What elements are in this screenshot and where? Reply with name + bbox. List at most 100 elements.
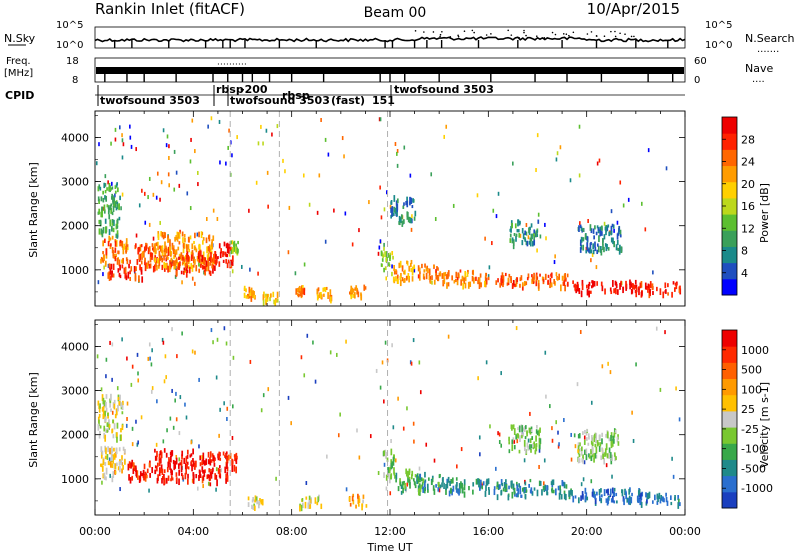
heatmap-speck: [543, 458, 546, 463]
heatmap-cell: [180, 459, 183, 467]
heatmap-cell: [519, 435, 521, 443]
nsearch-point: [414, 30, 417, 32]
heatmap-cell: [482, 481, 485, 486]
heatmap-cell: [414, 484, 417, 489]
heatmap-cell: [187, 478, 189, 485]
heatmap-cell: [155, 248, 157, 254]
heatmap-speck: [675, 386, 677, 391]
freq-tick-top: 18: [66, 56, 79, 67]
heatmap-cell: [218, 261, 221, 267]
heatmap-speck: [397, 396, 399, 401]
heatmap-cell: [563, 490, 566, 494]
heatmap-cell: [134, 272, 137, 280]
heatmap-speck: [316, 210, 319, 215]
heatmap-cell: [111, 476, 114, 483]
heatmap-speck: [385, 190, 388, 195]
heatmap-cell: [200, 263, 202, 268]
heatmap-cell: [106, 454, 109, 460]
heatmap-cell: [433, 279, 436, 285]
heatmap-cell: [128, 263, 130, 269]
heatmap-cell: [127, 271, 130, 279]
heatmap-speck: [549, 404, 551, 409]
heatmap-cell: [257, 502, 260, 509]
power-heatmap: [95, 111, 682, 306]
heatmap-cell: [442, 279, 445, 287]
heatmap-cell: [603, 246, 605, 253]
heatmap-cell: [269, 297, 271, 302]
heatmap-cell: [395, 472, 398, 480]
heatmap-cell: [473, 277, 475, 284]
heatmap-cell: [411, 470, 414, 477]
nave-label: Nave: [745, 62, 773, 75]
heatmap-cell: [574, 495, 577, 499]
heatmap-cell: [118, 216, 121, 221]
heatmap-speck: [351, 242, 354, 247]
heatmap-cell: [180, 473, 183, 477]
heatmap-cell: [501, 272, 504, 279]
heatmap-speck: [419, 390, 422, 395]
heatmap-cell: [104, 218, 107, 224]
heatmap-speck: [171, 327, 173, 332]
heatmap-speck: [379, 385, 382, 390]
heatmap-cell: [607, 498, 610, 504]
heatmap-cell: [101, 210, 103, 218]
heatmap-cell: [164, 232, 166, 239]
heatmap-cell: [390, 459, 393, 466]
heatmap-speck: [121, 192, 124, 197]
heatmap-cell: [390, 475, 392, 480]
heatmap-cell: [184, 262, 186, 266]
heatmap-cell: [245, 288, 247, 293]
heatmap-cell: [501, 482, 504, 487]
heatmap-cell: [113, 423, 116, 430]
heatmap-cell: [182, 258, 185, 264]
freq-label: Freq.: [6, 56, 31, 67]
heatmap-cell: [616, 239, 619, 246]
heatmap-cell: [361, 503, 363, 511]
heatmap-speck: [197, 182, 199, 187]
heatmap-cell: [324, 287, 327, 293]
heatmap-cell: [515, 493, 518, 498]
heatmap-cell: [112, 200, 115, 205]
heatmap-cell: [393, 271, 396, 275]
heatmap-speck: [527, 235, 530, 240]
heatmap-speck: [212, 340, 214, 345]
heatmap-cell: [167, 235, 169, 240]
heatmap-cell: [111, 227, 113, 231]
heatmap-cell: [144, 471, 147, 479]
heatmap-cell: [187, 259, 190, 264]
heatmap-cell: [484, 276, 487, 282]
heatmap-cell: [206, 246, 208, 254]
heatmap-cell: [530, 444, 533, 449]
heatmap-cell: [115, 233, 118, 238]
heatmap-cell: [606, 243, 608, 250]
heatmap-cell: [449, 480, 451, 487]
heatmap-cell: [635, 284, 638, 289]
heatmap-cell: [387, 253, 390, 258]
heatmap-cell: [615, 492, 618, 497]
heatmap-cell: [210, 468, 212, 473]
heatmap-cell: [445, 274, 448, 280]
heatmap-cell: [523, 446, 526, 451]
heatmap-cell: [635, 287, 638, 293]
heatmap-speck: [333, 208, 335, 213]
heatmap-cell: [533, 239, 536, 246]
heatmap-speck: [100, 387, 103, 392]
heatmap-cell: [104, 195, 106, 200]
heatmap-cell: [400, 484, 403, 489]
heatmap-cell: [519, 485, 522, 492]
heatmap-speck: [498, 432, 501, 437]
heatmap-speck: [122, 142, 125, 147]
heatmap-cell: [169, 260, 171, 267]
heatmap-cell: [621, 489, 624, 497]
heatmap-cell: [116, 230, 119, 235]
cpid-name: (fast): [331, 94, 365, 107]
heatmap-cell: [111, 429, 113, 434]
heatmap-cell: [429, 279, 432, 284]
heatmap-cell: [453, 279, 456, 284]
heatmap-cell: [183, 233, 186, 238]
heatmap-cell: [305, 496, 308, 500]
heatmap-speck: [537, 212, 540, 217]
nsearch-point: [463, 30, 466, 33]
heatmap-cell: [104, 434, 107, 442]
heatmap-cell: [139, 475, 142, 482]
